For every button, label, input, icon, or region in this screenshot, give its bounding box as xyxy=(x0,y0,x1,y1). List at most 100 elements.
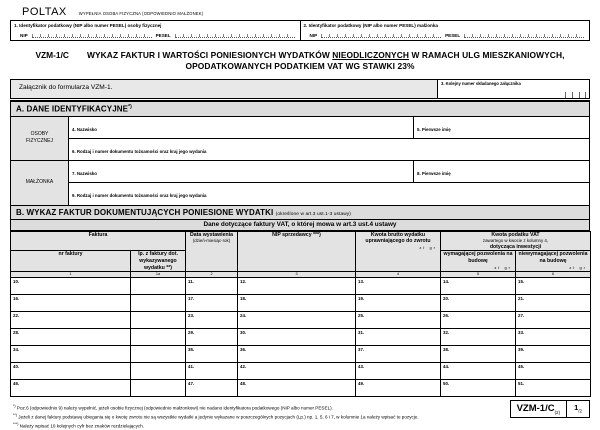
table-body: 10. 11. 12. 13. 14. 15. 16. 17. 18. 19. 20. 21. 22. 2… xyxy=(10,277,591,398)
cell-number: 12. xyxy=(240,279,247,285)
table-cell[interactable]: 47. xyxy=(185,379,238,398)
section-b-subheader: Dane dotyczące faktury VAT, o której mow… xyxy=(10,219,590,231)
table-cell[interactable]: 40. xyxy=(10,362,131,381)
field-4-nazwisko[interactable]: 4. Nazwisko xyxy=(69,116,414,139)
table-cell[interactable]: 29. xyxy=(185,328,238,347)
table-cell[interactable]: 31. xyxy=(355,328,441,347)
table-cell[interactable]: 28. xyxy=(10,328,131,347)
table-cell[interactable]: 37. xyxy=(355,345,441,364)
table-cell[interactable] xyxy=(130,328,186,347)
cell-number: 14. xyxy=(443,279,450,285)
table-cell[interactable]: 35. xyxy=(185,345,238,364)
person-row: OSOBY FIZYCZNEJ 4. Nazwisko 5. Pierwsze i… xyxy=(11,116,589,161)
cell-number xyxy=(131,380,185,381)
table-cell[interactable]: 26. xyxy=(440,311,516,330)
nip-input-2[interactable] xyxy=(321,33,442,38)
table-cell[interactable]: 39. xyxy=(515,345,591,364)
cell-number: 27. xyxy=(518,313,525,319)
header-data-wystawienia: Data wystawienia (dzień-miesiąc-rok) xyxy=(185,230,238,273)
table-cell[interactable]: 20. xyxy=(440,294,516,313)
table-cell[interactable]: 46. xyxy=(10,379,131,398)
form-title-line-2: OPODATKOWANYCH PODATKIEM VAT WG STAWKI 2… xyxy=(185,61,415,71)
identifier-2-fields: NIP PESEL xyxy=(304,33,587,39)
attachment-text: Załącznik do formularza VZM-1. xyxy=(11,80,437,98)
field-9-dokument[interactable]: 9. Rodzaj i numer dokumentu tożsamości o… xyxy=(72,192,207,198)
cell-number: 45. xyxy=(518,364,525,370)
table-cell[interactable]: 25. xyxy=(355,311,441,330)
poltax-logo: POLTAX xyxy=(22,6,67,18)
table-cell[interactable]: 48. xyxy=(237,379,356,398)
table-cell[interactable] xyxy=(130,311,186,330)
attachment-number-input[interactable] xyxy=(441,92,586,98)
identifier-row: 1. Identyfikator podatkowy (NIP albo num… xyxy=(10,20,590,41)
table-cell[interactable]: 43. xyxy=(355,362,441,381)
cell-number: 47. xyxy=(188,381,195,387)
table-cell[interactable]: 24. xyxy=(237,311,356,330)
table-cell[interactable]: 44. xyxy=(440,362,516,381)
table-cell[interactable]: 13. xyxy=(355,277,441,296)
brand-row: POLTAX WYPEŁNIA OSOBA FIZYCZNA (ODPOWIED… xyxy=(10,6,590,18)
nip-input-1[interactable] xyxy=(31,33,152,38)
cell-number: 15. xyxy=(518,279,525,285)
table-cell[interactable]: 50. xyxy=(440,379,516,398)
header-wymagajacej: wymagającej pozwolenia na budowę zł gr xyxy=(440,250,516,273)
table-cell[interactable]: 45. xyxy=(515,362,591,381)
cell-number: 13. xyxy=(358,279,365,285)
table-cell[interactable] xyxy=(130,379,186,398)
footer-badge: VZM-1/C(2) 1/2 xyxy=(509,400,590,418)
table-cell[interactable]: 36. xyxy=(237,345,356,364)
identifier-box-1: 1. Identyfikator podatkowy (NIP albo num… xyxy=(11,21,300,40)
table-cell[interactable]: 15. xyxy=(515,277,591,296)
identifier-1-title: 1. Identyfikator podatkowy (NIP albo num… xyxy=(14,23,162,28)
table-cell[interactable]: 38. xyxy=(440,345,516,364)
table-cell[interactable]: 22. xyxy=(10,311,131,330)
cell-number: 16. xyxy=(13,296,20,302)
table-cell[interactable]: 41. xyxy=(185,362,238,381)
table-cell[interactable]: 34. xyxy=(10,345,131,364)
pesel-label-2: PESEL xyxy=(445,33,461,38)
identifier-2-title: 2. Identyfikator podatkowy (NIP albo num… xyxy=(303,23,438,28)
spouse-row: MAŁŻONKA 7. Nazwisko 8. Pierwsze imię 9.… xyxy=(11,160,589,205)
header-faktura: Faktura xyxy=(10,230,186,252)
table-cell[interactable] xyxy=(130,345,186,364)
table-cell[interactable] xyxy=(130,362,186,381)
cell-number xyxy=(131,295,185,296)
field-8-pierwsze-imie[interactable]: 8. Pierwsze imię xyxy=(414,161,589,183)
table-cell[interactable]: 12. xyxy=(237,277,356,296)
table-cell[interactable]: 16. xyxy=(10,294,131,313)
table-cell[interactable]: 23. xyxy=(185,311,238,330)
attachment-number-box: 3. Kolejny numer składanego załącznika xyxy=(437,80,589,98)
pesel-input-2[interactable] xyxy=(464,33,585,38)
table-cell[interactable]: 27. xyxy=(515,311,591,330)
header-kwota-vat: Kwota podatku VAT zawartego w kwocie z k… xyxy=(440,230,591,252)
pesel-input-1[interactable] xyxy=(174,33,295,38)
table-cell[interactable]: 10. xyxy=(10,277,131,296)
cell-number: 39. xyxy=(518,347,525,353)
field-6-dokument[interactable]: 6. Rodzaj i numer dokumentu tożsamości o… xyxy=(69,139,589,161)
table-cell[interactable]: 18. xyxy=(237,294,356,313)
table-cell[interactable] xyxy=(130,294,186,313)
table-cell[interactable] xyxy=(130,277,186,296)
table-cell[interactable]: 11. xyxy=(185,277,238,296)
table-cell[interactable]: 19. xyxy=(355,294,441,313)
cell-number: 25. xyxy=(358,313,365,319)
cell-number xyxy=(131,363,185,364)
table-cell[interactable]: 51. xyxy=(515,379,591,398)
table-cell[interactable]: 17. xyxy=(185,294,238,313)
table-cell[interactable]: 49. xyxy=(355,379,441,398)
table-cell[interactable]: 21. xyxy=(515,294,591,313)
nip-label-2: NIP xyxy=(309,33,318,38)
field-5-pierwsze-imie[interactable]: 5. Pierwsze imię xyxy=(414,117,589,139)
table-cell[interactable]: 32. xyxy=(440,328,516,347)
table-cell[interactable]: 42. xyxy=(237,362,356,381)
table-cell[interactable]: 33. xyxy=(515,328,591,347)
table-cell[interactable]: 14. xyxy=(440,277,516,296)
footer-form-code: VZM-1/C(2) xyxy=(509,400,568,418)
cell-number: 24. xyxy=(240,313,247,319)
table-cell[interactable]: 30. xyxy=(237,328,356,347)
field-7-nazwisko[interactable]: 7. Nazwisko xyxy=(69,160,414,183)
table-row: 28. 29. 30. 31. 32. 33. xyxy=(10,328,591,347)
cell-number: 34. xyxy=(13,347,20,353)
title-underlined-word: NIEODLICZONYCH xyxy=(332,50,410,60)
